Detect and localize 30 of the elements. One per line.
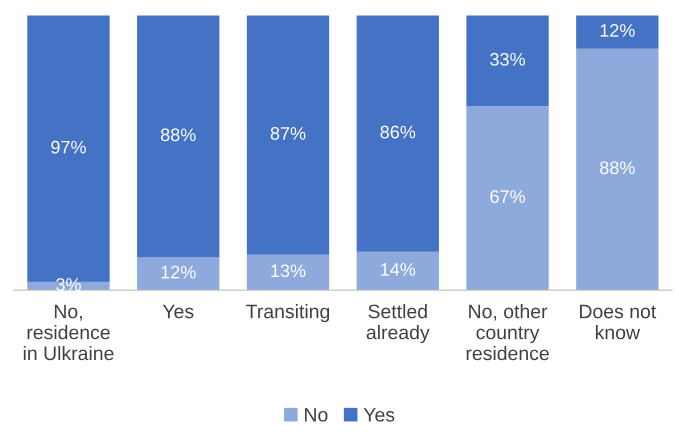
data-label: 13% (271, 264, 306, 278)
bar (576, 48, 658, 290)
data-label: 88% (160, 128, 196, 142)
data-label: 97% (51, 140, 86, 154)
x-tick-label: Does not know (580, 304, 656, 340)
bar (137, 257, 220, 290)
x-tick-label: No, other country residence (466, 304, 549, 360)
bar (356, 16, 439, 252)
bar (466, 16, 549, 106)
x-tick-label: Settled already (366, 304, 430, 344)
x-tick-label: No, residence in Ulkraine (24, 304, 114, 360)
x-tick-label: Yes (162, 304, 194, 318)
bar (246, 16, 330, 254)
data-label: 14% (381, 263, 416, 276)
bar (576, 16, 658, 48)
bar (246, 254, 330, 290)
data-label: 12% (162, 266, 196, 278)
legend-label: Yes (364, 408, 394, 422)
data-label: 33% (490, 52, 525, 66)
data-label: 67% (490, 190, 525, 203)
bar (137, 16, 220, 258)
data-label: 87% (270, 127, 306, 140)
data-label: 88% (600, 161, 635, 174)
data-label: 12% (600, 24, 635, 37)
x-tick-label: Transiting (246, 304, 330, 322)
legend-label: No (305, 408, 328, 422)
data-label: 86% (380, 126, 416, 138)
data-label: 3% (56, 278, 81, 291)
bar (356, 252, 439, 290)
bar (466, 106, 549, 290)
